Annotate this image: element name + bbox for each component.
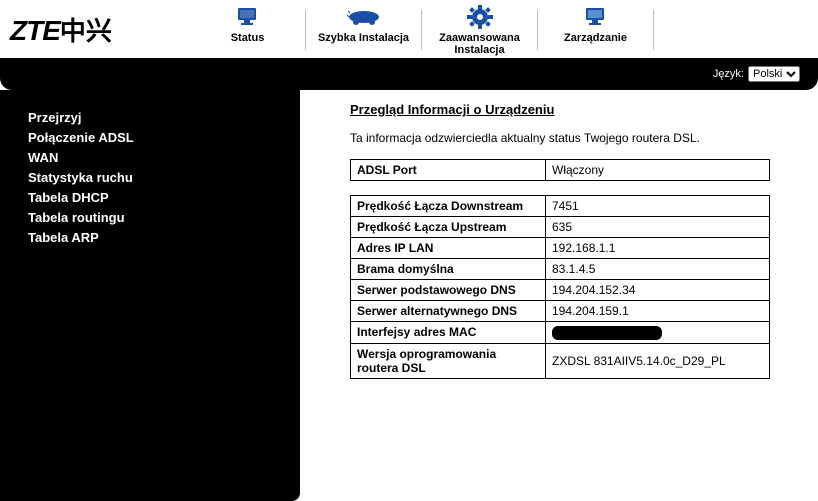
monitor-icon bbox=[200, 4, 295, 30]
nav-status[interactable]: Status bbox=[200, 4, 295, 44]
detail-value: 194.204.152.34 bbox=[546, 280, 770, 301]
table-row: Adres IP LAN192.168.1.1 bbox=[351, 238, 770, 259]
page-description: Ta informacja odzwierciedla aktualny sta… bbox=[350, 131, 798, 145]
sidebar-item-routing[interactable]: Tabela routingu bbox=[28, 208, 300, 228]
logo-text-cn: 中兴 bbox=[60, 16, 112, 46]
nav-advanced-install-label: Zaawansowana Instalacja bbox=[439, 32, 520, 56]
page-title: Przegląd Informacji o Urządzeniu bbox=[350, 102, 798, 117]
table-row: Prędkość Łącza Downstream7451 bbox=[351, 196, 770, 217]
detail-value: 83.1.4.5 bbox=[546, 259, 770, 280]
detail-value: 194.204.159.1 bbox=[546, 301, 770, 322]
port-value: Włączony bbox=[546, 160, 770, 181]
table-row: ADSL Port Włączony bbox=[351, 160, 770, 181]
sidebar-item-dhcp[interactable]: Tabela DHCP bbox=[28, 188, 300, 208]
port-table: ADSL Port Włączony bbox=[350, 159, 770, 181]
gear-icon bbox=[432, 4, 527, 30]
nav-manage[interactable]: Zarządzanie bbox=[548, 4, 643, 44]
main-content: Przegląd Informacji o Urządzeniu Ta info… bbox=[300, 90, 818, 501]
detail-key: Interfejsy adres MAC bbox=[351, 322, 546, 344]
language-bar: Język: Polski bbox=[0, 58, 818, 90]
language-label: Język: bbox=[713, 68, 744, 80]
nav-divider bbox=[653, 10, 654, 50]
detail-value: 7451 bbox=[546, 196, 770, 217]
detail-key: Serwer alternatywnego DNS bbox=[351, 301, 546, 322]
detail-key: Prędkość Łącza Downstream bbox=[351, 196, 546, 217]
detail-value: 635 bbox=[546, 217, 770, 238]
detail-key: Brama domyślna bbox=[351, 259, 546, 280]
header: ZTE中兴 Status Szybka Instalacja Zaawansow… bbox=[0, 0, 818, 58]
nav-divider bbox=[421, 10, 422, 50]
sidebar-item-adsl[interactable]: Połączenie ADSL bbox=[28, 128, 300, 148]
detail-key: Adres IP LAN bbox=[351, 238, 546, 259]
redacted-value bbox=[552, 326, 662, 340]
nav-divider bbox=[537, 10, 538, 50]
table-row: Serwer podstawowego DNS194.204.152.34 bbox=[351, 280, 770, 301]
nav-divider bbox=[305, 10, 306, 50]
table-row: Prędkość Łącza Upstream635 bbox=[351, 217, 770, 238]
table-row: Wersja oprogramowania routera DSLZXDSL 8… bbox=[351, 343, 770, 378]
detail-key: Serwer podstawowego DNS bbox=[351, 280, 546, 301]
car-icon bbox=[316, 4, 411, 30]
monitor2-icon bbox=[548, 4, 643, 30]
sidebar-item-overview[interactable]: Przejrzyj bbox=[28, 108, 300, 128]
nav-status-label: Status bbox=[231, 32, 265, 44]
sidebar-item-arp[interactable]: Tabela ARP bbox=[28, 228, 300, 248]
detail-value: 192.168.1.1 bbox=[546, 238, 770, 259]
nav-quick-install[interactable]: Szybka Instalacja bbox=[316, 4, 411, 44]
port-key: ADSL Port bbox=[351, 160, 546, 181]
body: Przejrzyj Połączenie ADSL WAN Statystyka… bbox=[0, 90, 818, 501]
sidebar-item-traffic[interactable]: Statystyka ruchu bbox=[28, 168, 300, 188]
detail-key: Wersja oprogramowania routera DSL bbox=[351, 343, 546, 378]
logo: ZTE中兴 bbox=[0, 11, 200, 48]
detail-value bbox=[546, 322, 770, 344]
logo-text-en: ZTE bbox=[10, 15, 60, 46]
detail-value: ZXDSL 831AIIV5.14.0c_D29_PL bbox=[546, 343, 770, 378]
detail-table: Prędkość Łącza Downstream7451Prędkość Łą… bbox=[350, 195, 770, 379]
nav-advanced-install[interactable]: Zaawansowana Instalacja bbox=[432, 4, 527, 56]
nav-manage-label: Zarządzanie bbox=[564, 32, 627, 44]
table-row: Serwer alternatywnego DNS194.204.159.1 bbox=[351, 301, 770, 322]
sidebar: Przejrzyj Połączenie ADSL WAN Statystyka… bbox=[0, 90, 300, 501]
language-select[interactable]: Polski bbox=[748, 66, 800, 82]
table-row: Interfejsy adres MAC bbox=[351, 322, 770, 344]
nav-quick-install-label: Szybka Instalacja bbox=[318, 32, 409, 44]
sidebar-item-wan[interactable]: WAN bbox=[28, 148, 300, 168]
detail-key: Prędkość Łącza Upstream bbox=[351, 217, 546, 238]
table-row: Brama domyślna83.1.4.5 bbox=[351, 259, 770, 280]
top-nav: Status Szybka Instalacja Zaawansowana In… bbox=[200, 0, 654, 58]
